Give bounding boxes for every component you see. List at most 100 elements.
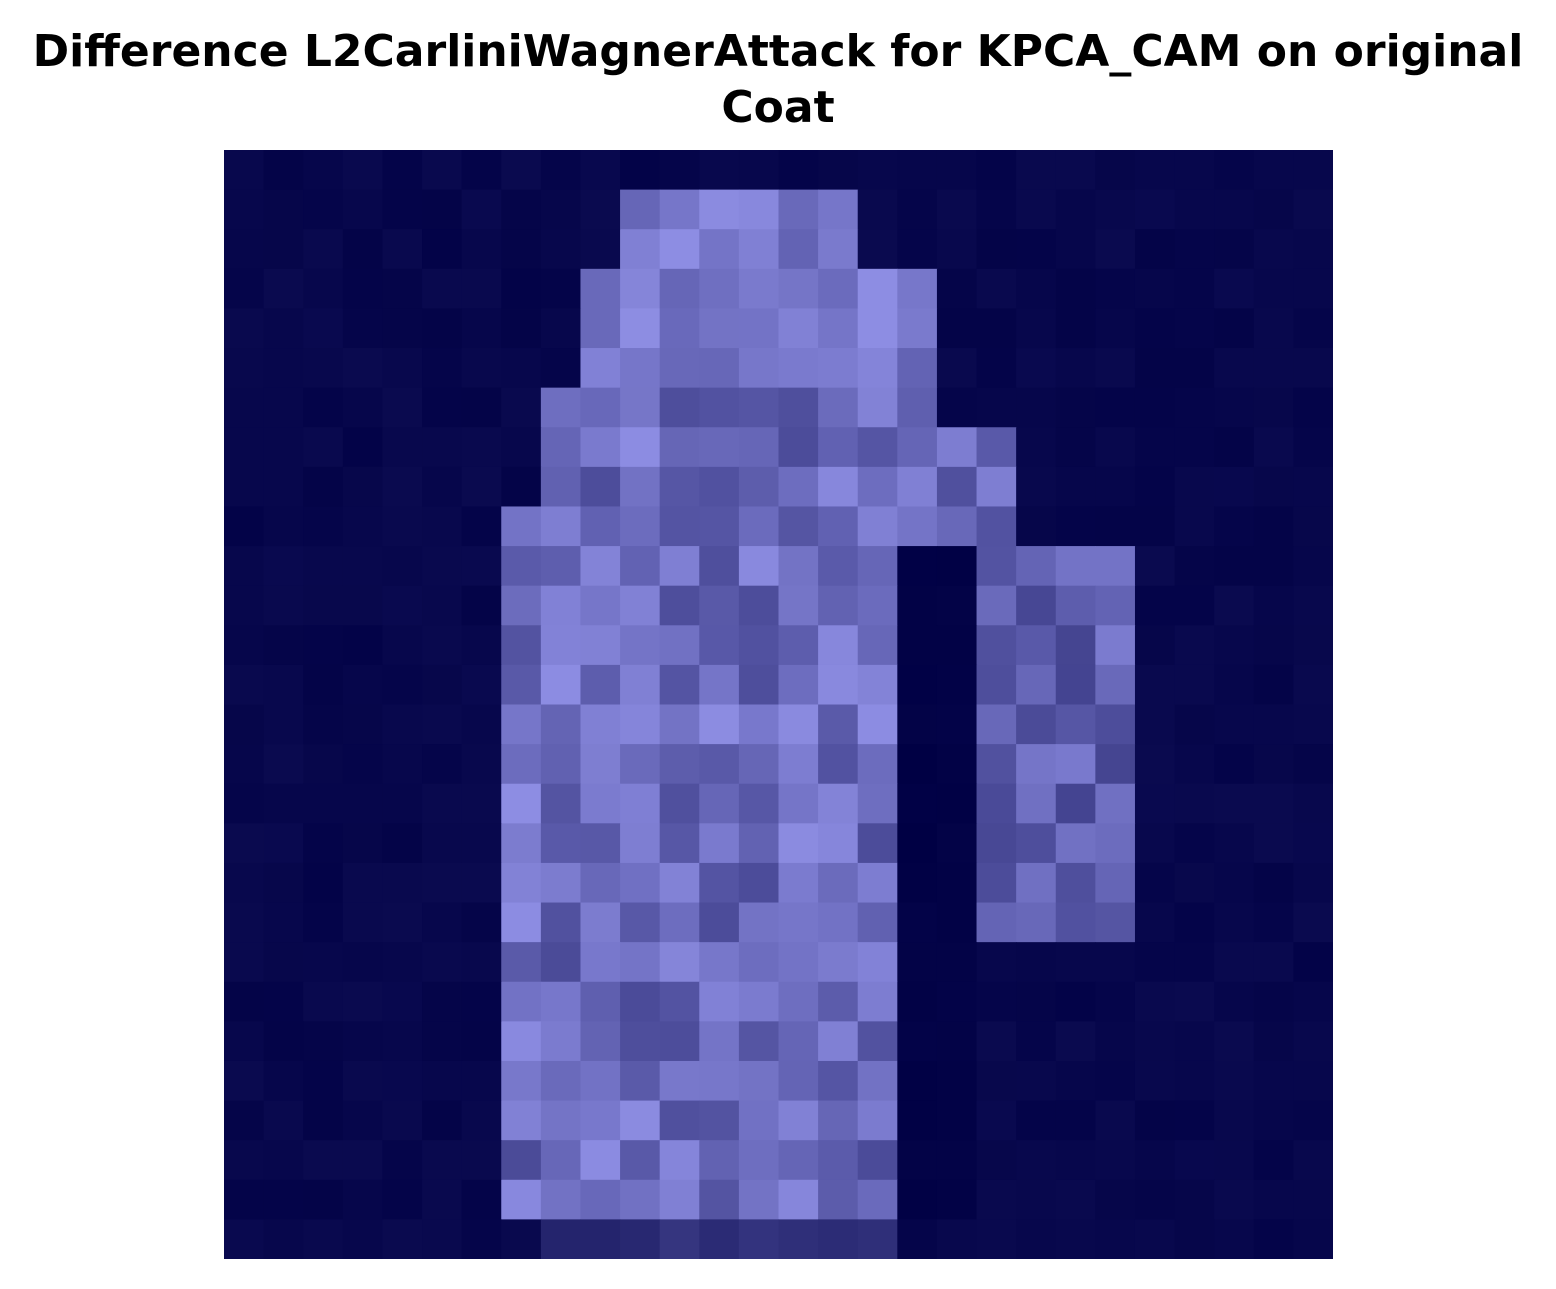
heatmap-cell bbox=[738, 902, 780, 943]
heatmap-cell bbox=[1253, 1060, 1294, 1102]
heatmap-cell bbox=[382, 466, 423, 508]
heatmap-cell bbox=[540, 942, 582, 983]
heatmap-cell bbox=[1095, 387, 1136, 428]
heatmap-cell bbox=[303, 1179, 344, 1220]
heatmap-cell bbox=[1095, 625, 1136, 666]
heatmap-cell bbox=[659, 268, 700, 310]
heatmap-cell bbox=[1055, 981, 1096, 1022]
heatmap-cell bbox=[699, 862, 740, 904]
heatmap-cell bbox=[1095, 1021, 1136, 1062]
heatmap-cell bbox=[936, 902, 978, 943]
heatmap-cell bbox=[422, 585, 463, 626]
heatmap-cell bbox=[857, 704, 898, 745]
heatmap-cell bbox=[1134, 506, 1176, 547]
heatmap-cell bbox=[620, 189, 661, 230]
heatmap-cell bbox=[1214, 387, 1255, 428]
heatmap-cell bbox=[501, 308, 542, 349]
heatmap-cell bbox=[778, 229, 819, 270]
heatmap-cell bbox=[620, 229, 661, 270]
heatmap-cell bbox=[580, 268, 621, 310]
heatmap-cell bbox=[818, 625, 859, 666]
heatmap-cell bbox=[699, 268, 740, 310]
heatmap-cell bbox=[263, 902, 304, 943]
heatmap-cell bbox=[1095, 902, 1136, 943]
heatmap-cell bbox=[857, 942, 898, 983]
heatmap-cell bbox=[1134, 585, 1176, 626]
heatmap-cell bbox=[1134, 981, 1176, 1022]
heatmap-cell bbox=[976, 229, 1017, 270]
heatmap-cell bbox=[620, 942, 661, 983]
heatmap-cell bbox=[580, 664, 621, 706]
heatmap-cell bbox=[501, 1060, 542, 1102]
heatmap-cell bbox=[897, 664, 938, 706]
heatmap-cell bbox=[818, 942, 859, 983]
heatmap-cell bbox=[303, 268, 344, 310]
heatmap-cell bbox=[501, 1140, 542, 1181]
heatmap-cell bbox=[382, 585, 423, 626]
heatmap-cell bbox=[501, 942, 542, 983]
heatmap-cell bbox=[580, 150, 621, 191]
heatmap-cell bbox=[1253, 348, 1294, 389]
heatmap-cell bbox=[303, 348, 344, 389]
heatmap-cell bbox=[620, 268, 661, 310]
heatmap-cell bbox=[897, 546, 938, 587]
heatmap-cell bbox=[699, 348, 740, 389]
heatmap-cell bbox=[857, 1021, 898, 1062]
heatmap-cell bbox=[263, 704, 304, 745]
heatmap-cell bbox=[976, 506, 1017, 547]
heatmap-plot bbox=[224, 150, 1333, 1259]
heatmap-cell bbox=[461, 902, 502, 943]
heatmap-cell bbox=[897, 942, 938, 983]
heatmap-cell bbox=[1016, 585, 1057, 626]
heatmap-cell bbox=[1055, 308, 1096, 349]
heatmap-cell bbox=[224, 744, 265, 785]
heatmap-cell bbox=[936, 1219, 978, 1259]
heatmap-cell bbox=[897, 348, 938, 389]
heatmap-cell bbox=[342, 348, 384, 389]
heatmap-cell bbox=[1253, 783, 1294, 824]
heatmap-cell bbox=[1293, 466, 1333, 508]
heatmap-cell bbox=[1293, 902, 1333, 943]
heatmap-cell bbox=[263, 1140, 304, 1181]
heatmap-cell bbox=[580, 466, 621, 508]
heatmap-cell bbox=[501, 466, 542, 508]
heatmap-cell bbox=[620, 1179, 661, 1220]
heatmap-cell bbox=[1016, 229, 1057, 270]
heatmap-cell bbox=[778, 427, 819, 468]
heatmap-cell bbox=[342, 268, 384, 310]
heatmap-cell bbox=[540, 664, 582, 706]
heatmap-cell bbox=[1016, 506, 1057, 547]
heatmap-cell bbox=[1095, 546, 1136, 587]
heatmap-cell bbox=[936, 546, 978, 587]
heatmap-cell bbox=[778, 387, 819, 428]
heatmap-cell bbox=[1214, 150, 1255, 191]
heatmap-cell bbox=[1174, 902, 1215, 943]
heatmap-cell bbox=[1293, 189, 1333, 230]
heatmap-cell bbox=[461, 1021, 502, 1062]
heatmap-cell bbox=[1055, 744, 1096, 785]
heatmap-cell bbox=[1214, 1140, 1255, 1181]
heatmap-cell bbox=[659, 546, 700, 587]
heatmap-cell bbox=[540, 625, 582, 666]
heatmap-cell bbox=[976, 268, 1017, 310]
heatmap-cell bbox=[976, 1219, 1017, 1259]
heatmap-cell bbox=[897, 981, 938, 1022]
heatmap-cell bbox=[976, 387, 1017, 428]
heatmap-cell bbox=[382, 664, 423, 706]
heatmap-cell bbox=[342, 150, 384, 191]
heatmap-cell bbox=[1253, 1179, 1294, 1220]
heatmap-cell bbox=[620, 1219, 661, 1259]
heatmap-cell bbox=[620, 862, 661, 904]
heatmap-cell bbox=[620, 506, 661, 547]
heatmap-cell bbox=[1095, 744, 1136, 785]
heatmap-cell bbox=[857, 744, 898, 785]
heatmap-cell bbox=[778, 506, 819, 547]
heatmap-cell bbox=[936, 1140, 978, 1181]
heatmap-cell bbox=[659, 1219, 700, 1259]
heatmap-cell bbox=[382, 1100, 423, 1141]
heatmap-cell bbox=[461, 1219, 502, 1259]
heatmap-cell bbox=[818, 1021, 859, 1062]
heatmap-cell bbox=[976, 308, 1017, 349]
heatmap-cell bbox=[1293, 308, 1333, 349]
heatmap-cell bbox=[699, 466, 740, 508]
